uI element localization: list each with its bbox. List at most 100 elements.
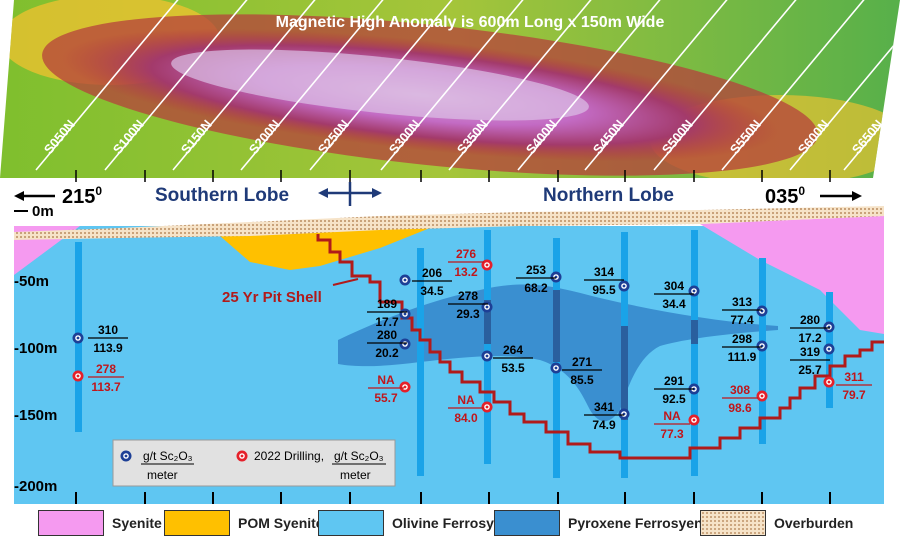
section-line (789, 0, 900, 171)
assay-meters: 77.3 (660, 427, 684, 441)
assay-meters: 17.2 (798, 331, 822, 345)
drilling-2022-marker-icon (72, 370, 84, 382)
depth-label: 0m (32, 203, 54, 220)
section-line (843, 0, 900, 171)
legend-label-overburden: Overburden (774, 515, 854, 531)
assay-grade: NA (663, 409, 681, 423)
section-line (35, 0, 187, 171)
assay-grade: 314 (594, 265, 614, 279)
key-drilling-prefix: 2022 Drilling, (254, 449, 324, 463)
assay-grade: 304 (664, 279, 684, 293)
bottom-tick-marks (75, 170, 831, 504)
pit-shell-pointer (332, 278, 359, 286)
assay-grade: 276 (456, 247, 476, 261)
section-line (380, 0, 532, 171)
rock-legend: Syenite POM Syenite Olivine Ferrosyenite… (0, 506, 900, 539)
historic-assay-marker-icon (550, 271, 562, 283)
drilling-2022-marker-icon (481, 259, 493, 271)
assay-grade: NA (457, 393, 475, 407)
assay-grade: 298 (732, 332, 752, 346)
section-line (172, 0, 324, 171)
assay-grade: 280 (800, 313, 820, 327)
depth-axis: 0m -50m -100m -150m -200m (14, 203, 57, 495)
historic-assay-marker-icon (756, 305, 768, 317)
assay-meters: 17.7 (375, 315, 399, 329)
assay-grade: NA (377, 373, 395, 387)
historic-assay-marker-icon (756, 340, 768, 352)
assay-meters: 25.7 (798, 363, 822, 377)
historic-assay-marker-icon (481, 350, 493, 362)
section-line (309, 0, 461, 171)
historic-assay-marker-icon (688, 285, 700, 297)
assay-meters: 95.5 (592, 283, 616, 297)
drilling-2022-marker-icon (236, 450, 248, 462)
legend-swatch-overburden (700, 510, 766, 536)
legend-label-pom-syenite: POM Syenite (238, 515, 324, 531)
assay-meters: 74.9 (592, 418, 616, 432)
assay-meters: 34.5 (420, 284, 444, 298)
assay-meters: 92.5 (662, 392, 686, 406)
assay-grade: 308 (730, 383, 750, 397)
section-line (721, 0, 873, 171)
section-line (240, 0, 392, 171)
geology-section: 25 Yr Pit Shell 310113.920634.518917.728… (14, 206, 884, 504)
assay-meters: 53.5 (501, 361, 525, 375)
section-line (448, 0, 600, 171)
assay-meters: 111.9 (728, 350, 757, 364)
map-title: Magnetic High Anomaly is 600m Long x 150… (276, 14, 665, 31)
drilling-2022-marker-icon (399, 381, 411, 393)
assay-grade: 253 (526, 263, 546, 277)
drillhole-pyroxene-interval (553, 290, 560, 362)
assay-meters: 13.2 (454, 265, 478, 279)
depth-label: -50m (14, 273, 49, 290)
key-historic-grade: g/t Sc₂O₃ (143, 449, 193, 463)
legend-swatch-pom-syenite (164, 510, 230, 536)
drilling-2022-marker-icon (823, 376, 835, 388)
assay-meters: 84.0 (454, 411, 478, 425)
depth-label: -150m (14, 407, 57, 424)
magnetic-map: Magnetic High Anomaly is 600m Long x 150… (0, 0, 900, 178)
section-line (517, 0, 669, 171)
legend-swatch-pyroxene (494, 510, 560, 536)
direction-right-label: 0350 (765, 184, 805, 208)
section-line (584, 0, 736, 171)
assay-meters: 77.4 (730, 313, 754, 327)
assay-key-box: g/t Sc₂O₃ meter 2022 Drilling, g/t Sc₂O₃… (112, 439, 396, 487)
arrow-right-head-icon (852, 191, 862, 201)
assay-meters: 113.9 (93, 341, 123, 355)
drillhole (417, 248, 424, 476)
historic-assay-marker-icon (399, 274, 411, 286)
assay-meters: 29.3 (456, 307, 480, 321)
drillhole-pyroxene-interval (691, 320, 698, 344)
key-background (112, 439, 396, 487)
section-line (104, 0, 256, 171)
legend-label-pyroxene: Pyroxene Ferrosyenite (568, 515, 719, 531)
section-line (653, 0, 805, 171)
key-drilling-length: meter (340, 468, 371, 482)
assay-meters: 68.2 (524, 281, 548, 295)
drillhole-pyroxene-interval (484, 300, 491, 344)
direction-left-label: 2150 (62, 184, 102, 208)
assay-grade: 271 (572, 355, 592, 369)
depth-label: -100m (14, 340, 57, 357)
historic-assay-marker-icon (618, 408, 630, 420)
historic-assay-marker-icon (823, 343, 835, 355)
historic-assay-marker-icon (399, 308, 411, 320)
assay-meters: 20.2 (375, 346, 399, 360)
drilling-2022-marker-icon (481, 401, 493, 413)
assay-meters: 55.7 (374, 391, 398, 405)
assay-meters: 98.6 (728, 401, 752, 415)
pit-shell-line (316, 234, 884, 460)
assay-grade: 313 (732, 295, 752, 309)
drillhole-pyroxene-interval (621, 326, 628, 420)
assay-grade: 310 (98, 323, 118, 337)
assay-grade: 278 (96, 362, 116, 376)
assay-grade: 264 (503, 343, 523, 357)
historic-assay-marker-icon (72, 332, 84, 344)
drilling-2022-marker-icon (756, 390, 768, 402)
orientation-row: 2150 Southern Lobe Northern Lobe 0350 (14, 182, 862, 208)
depth-label: -200m (14, 478, 57, 495)
key-historic-length: meter (147, 468, 178, 482)
historic-marker-icon (120, 450, 132, 462)
